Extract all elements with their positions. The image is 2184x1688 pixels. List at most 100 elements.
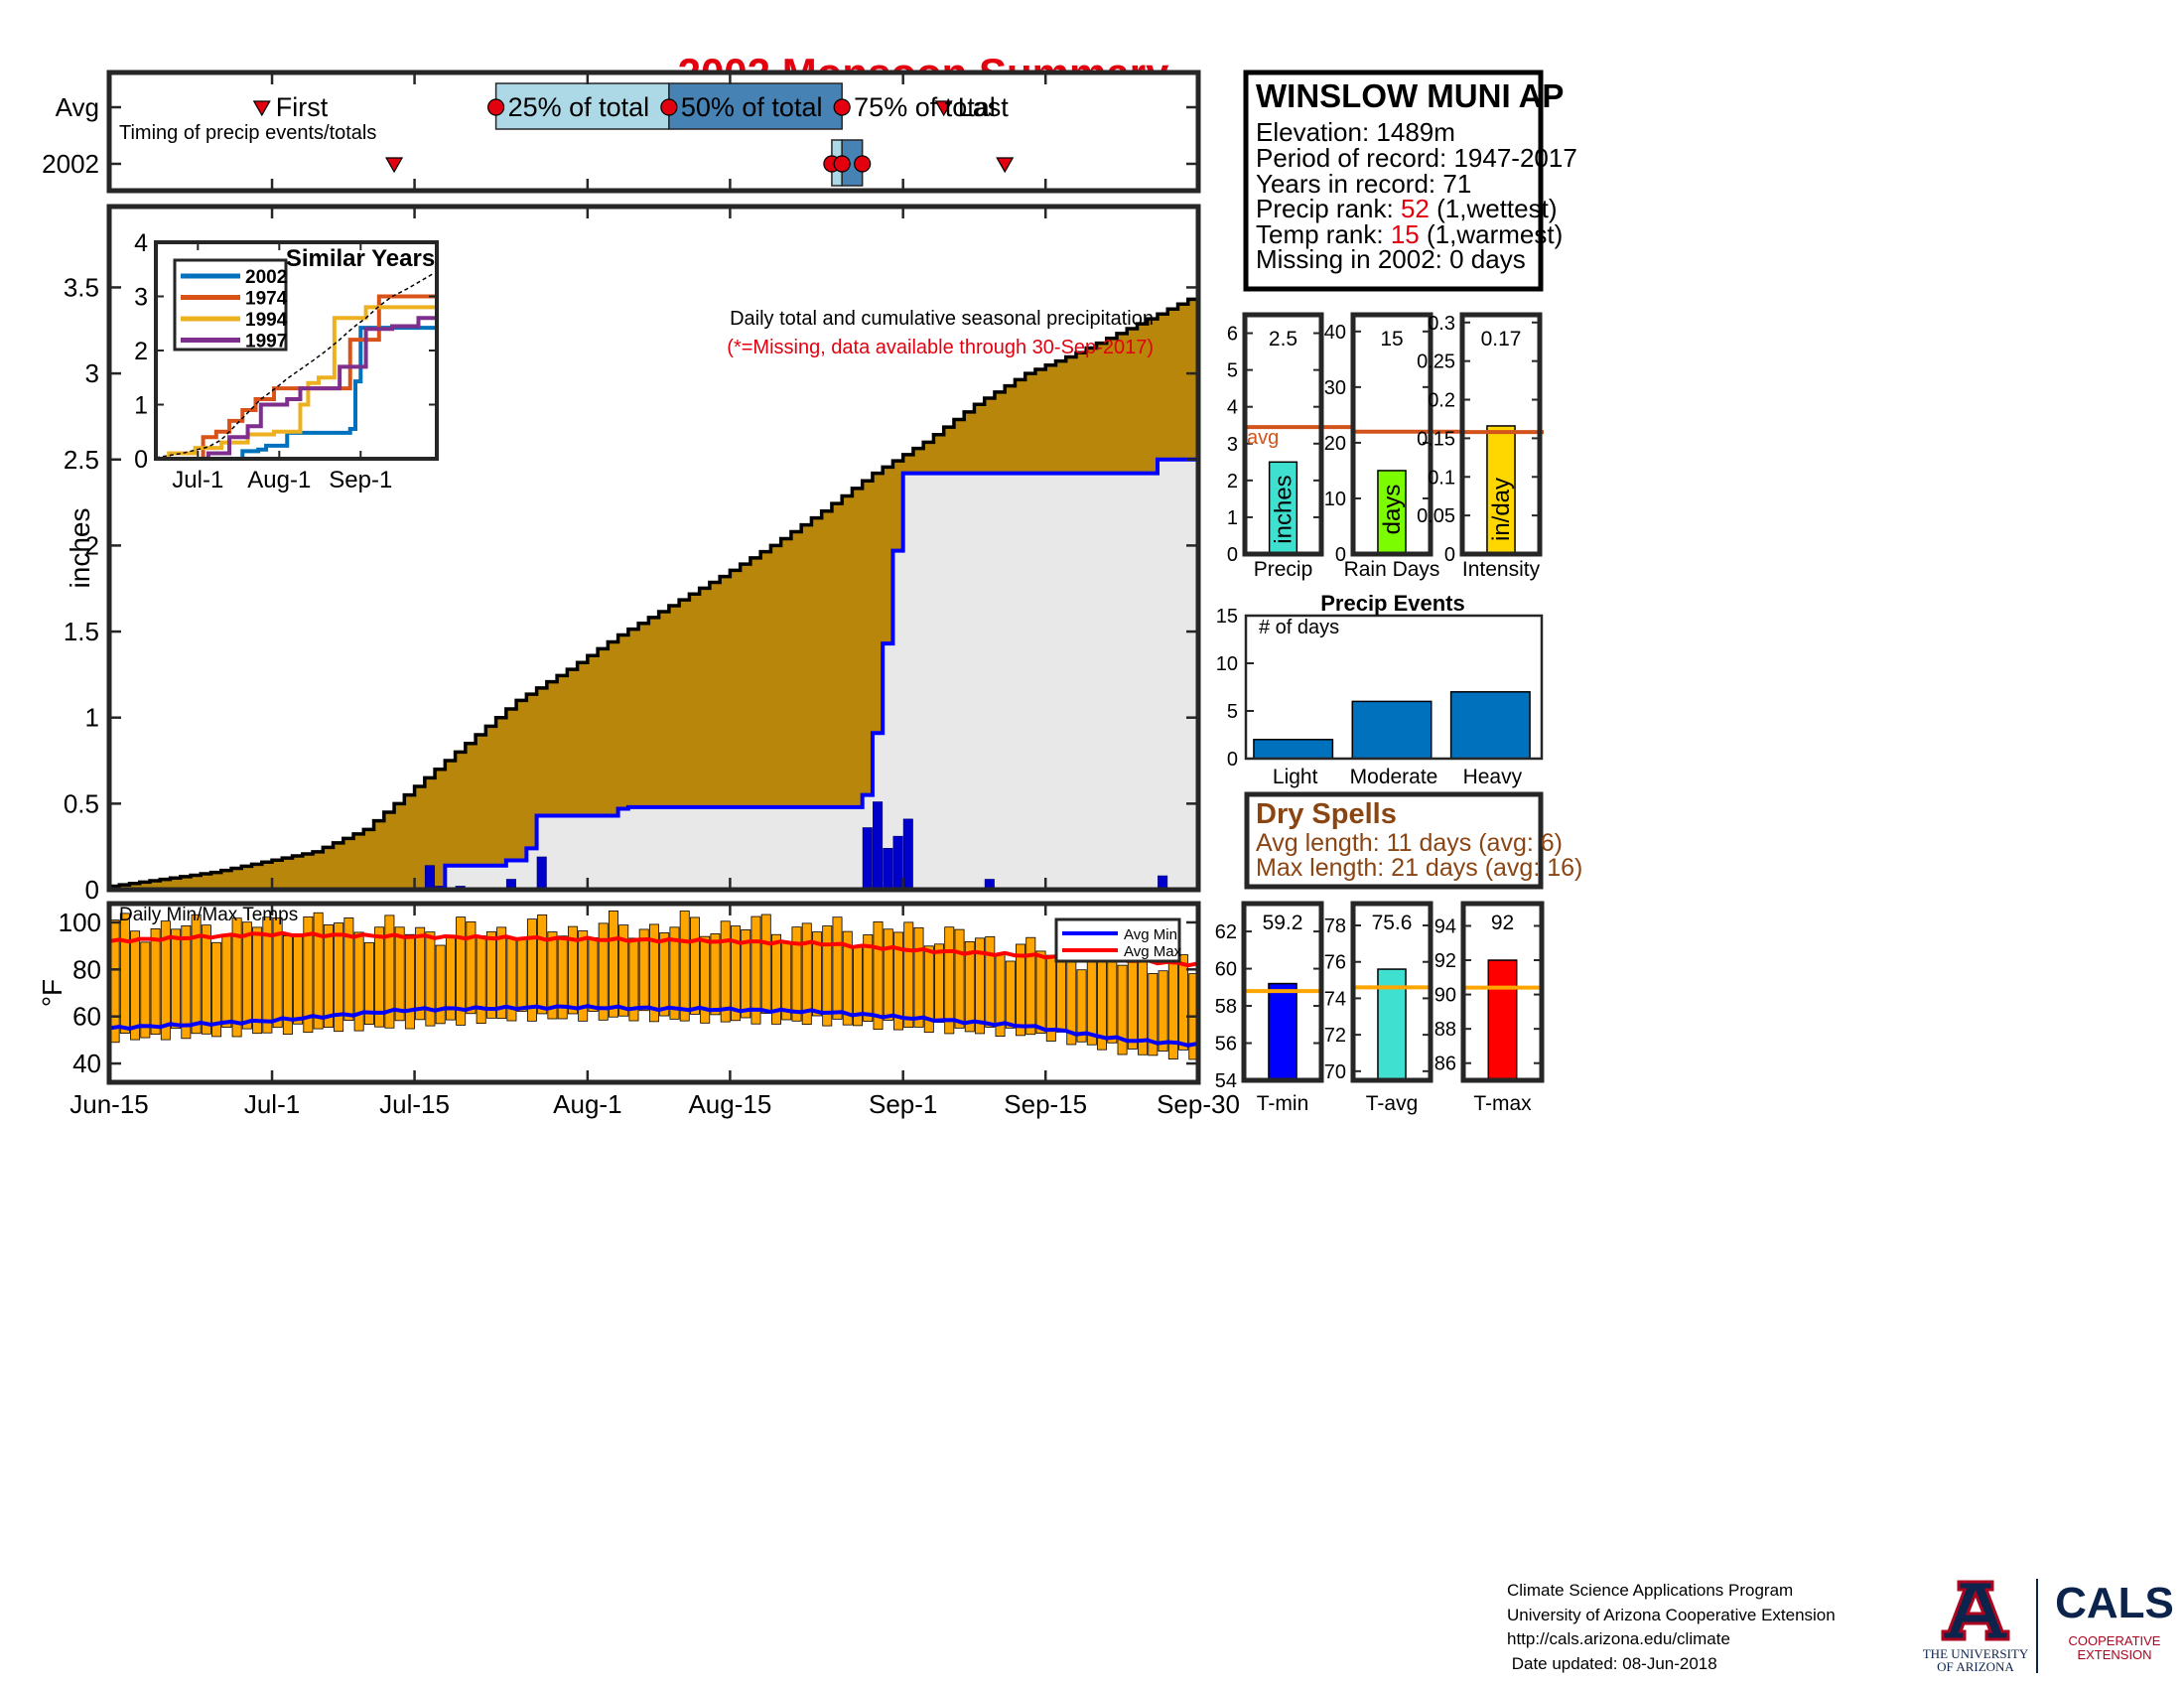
daily-temp-bar (353, 931, 364, 1032)
daily-precip-bar (902, 818, 913, 891)
legend-avg-max-label: Avg Max (1124, 943, 1182, 960)
temp-summary-value: 75.6 (1372, 912, 1413, 934)
timing-q50-label: 50% of total (681, 92, 823, 122)
summary-unit-label: in/day (1488, 478, 1515, 541)
station-info-line: Temp rank: 15 (1,warmest) (1256, 219, 1563, 249)
daily-temp-bar (679, 911, 690, 1022)
daily-temp-bar (822, 925, 833, 1027)
daily-temp-bar (526, 918, 537, 1022)
dry-spells-max: Max length: 21 days (avg: 16) (1256, 854, 1582, 882)
date-axis-label: Sep-15 (1004, 1089, 1087, 1119)
temp-summary-y-tick-label: 90 (1434, 985, 1456, 1007)
station-info-note: (1,wettest) (1430, 194, 1558, 223)
temp-summary-y-tick-label: 62 (1215, 921, 1237, 943)
daily-temp-bar (456, 916, 467, 1026)
daily-temp-bar (598, 922, 609, 1021)
station-box (1243, 70, 1544, 292)
date-axis-label: Sep-1 (869, 1089, 937, 1119)
timing-panel: First 25% of total 50% of total 75% of tota… (42, 70, 1201, 194)
temp-summary-y-tick-label: 88 (1434, 1019, 1456, 1041)
summary-bars: 0 1 2 3 4 5 6 2.5 Precip inches avg 0 10 20 30 40 15 Rain… (1227, 312, 1544, 581)
cumulative-2002-line (109, 457, 1198, 892)
temp-y-tick-label: 80 (72, 954, 101, 984)
y-tick-label: 1.5 (64, 617, 99, 646)
temp-summary-y-tick-label: 94 (1434, 915, 1456, 937)
daily-temp-bar (119, 913, 130, 1034)
daily-temp-bar (252, 926, 263, 1035)
daily-temp-bar (374, 926, 385, 1028)
temps-y-axis-label: °F (37, 979, 68, 1007)
daily-temp-bar (567, 925, 578, 1015)
daily-temp-bar (425, 931, 436, 1027)
inset-legend-label: 1997 (245, 332, 287, 352)
summary-category-label: Precip (1254, 558, 1313, 581)
daily-temp-bar (720, 920, 731, 1023)
avg-first-marker (252, 100, 271, 117)
daily-temp-bar (313, 912, 324, 1030)
events-category-label: Heavy (1463, 766, 1523, 788)
y-tick-label: 3.5 (64, 272, 99, 302)
summary-panel-frame (1242, 312, 1324, 557)
events-title: Precip Events (1320, 591, 1465, 616)
timing-note: Timing of precip events/totals (119, 122, 376, 144)
daily-temp-bar (975, 937, 986, 1035)
avg-min-line (108, 1004, 1199, 1048)
inset-y-tick-label: 1 (134, 392, 148, 420)
inset-avg-line (155, 272, 435, 459)
footer-line-url: http://cals.arizona.edu/climate (1507, 1629, 1730, 1648)
station-info-value: 15 (1384, 219, 1420, 249)
daily-temp-bar (1107, 951, 1118, 1044)
inset-x-tick-label: Aug-1 (247, 467, 311, 493)
daily-temp-bar (944, 926, 955, 1035)
timing-q75-label: 75% of total (854, 92, 996, 122)
temp-summary-y-tick-label: 56 (1215, 1034, 1237, 1055)
temp-summary-bar-t-max (1487, 959, 1518, 1081)
y-tick-label: 3 (85, 358, 99, 388)
daily-temp-bar (140, 941, 151, 1039)
events-category-label: Light (1273, 766, 1318, 788)
daily-temp-bar (588, 937, 599, 1012)
summary-y-tick-label: 40 (1324, 322, 1346, 344)
daily-temp-bar (1117, 964, 1128, 1055)
station-info-label: Temp rank: (1256, 219, 1384, 249)
temp-summary-frame (1241, 901, 1324, 1083)
cumulative-2002-fill (109, 459, 1198, 890)
daily-temp-bar (985, 935, 996, 1028)
daily-temp-bar (171, 928, 182, 1030)
date-axis-label: Jul-15 (379, 1089, 450, 1119)
summary-value-label: 2.5 (1269, 328, 1297, 351)
inset-line-1974 (156, 291, 439, 461)
daily-precip-bar (883, 848, 893, 891)
daily-temp-bar (1016, 943, 1026, 1037)
summary-panel-frame (1459, 312, 1543, 557)
events-bar-heavy (1449, 691, 1531, 760)
daily-temp-bar (923, 945, 934, 1034)
avg-q25-q50-box (494, 82, 670, 130)
summary-value-label: 0.17 (1481, 328, 1522, 351)
date-axis-label: Aug-15 (688, 1089, 771, 1119)
summary-y-tick-label: 1 (1227, 507, 1238, 529)
summary-category-label: Intensity (1462, 558, 1541, 581)
daily-temp-bar (262, 916, 273, 1034)
daily-temp-bar (323, 924, 334, 1028)
temp-summary-label: T-min (1257, 1092, 1309, 1115)
temp-summary-frame (1460, 901, 1545, 1083)
temp-summary-value: 92 (1491, 912, 1514, 934)
daily-temp-bar (241, 921, 252, 1030)
daily-temp-bar (903, 921, 914, 1029)
events-y-label: # of days (1259, 617, 1339, 638)
daily-temp-bar (1076, 969, 1087, 1043)
summary-bar-precip (1268, 461, 1298, 555)
daily-temp-bar (363, 941, 374, 1025)
avg-max-line (108, 930, 1199, 968)
temp-summary-frame (1350, 901, 1433, 1083)
date-axis-label: Jul-1 (244, 1089, 300, 1119)
temp-summary-y-tick-label: 72 (1324, 1025, 1346, 1047)
daily-temp-bar (863, 934, 874, 1022)
daily-temp-bar (700, 935, 711, 1024)
events-bar-light (1253, 739, 1334, 760)
events-y-tick-label: 10 (1216, 653, 1238, 675)
summary-unit-label: inches (1271, 475, 1297, 543)
summary-bar-rain-days (1377, 470, 1407, 555)
